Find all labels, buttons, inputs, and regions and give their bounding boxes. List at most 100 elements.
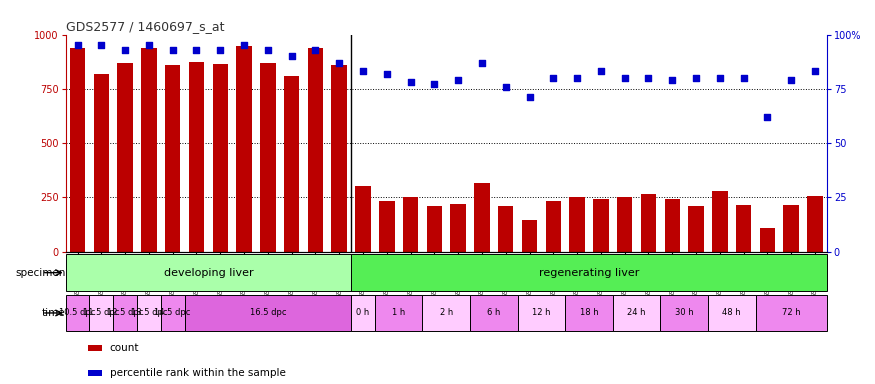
Text: developing liver: developing liver (164, 268, 253, 278)
Bar (355, 187, 371, 252)
Point (665, 77, 679, 83)
Bar (66, 254, 351, 291)
Point (641, 75, 655, 81)
Bar (427, 206, 442, 252)
Point (94, 42, 108, 48)
Point (261, 47, 275, 53)
Point (214, 47, 228, 53)
Text: 0 h: 0 h (356, 308, 369, 318)
Bar (451, 204, 466, 252)
Bar (94, 74, 109, 252)
Point (760, 114, 774, 120)
Bar (185, 295, 351, 331)
Bar (474, 183, 490, 252)
Point (403, 79, 417, 85)
Bar (661, 295, 708, 331)
Text: time: time (42, 308, 66, 318)
Bar (88, 345, 102, 351)
Bar (755, 295, 827, 331)
Point (546, 75, 560, 81)
Point (618, 75, 632, 81)
Text: 48 h: 48 h (723, 308, 741, 318)
Bar (736, 205, 752, 252)
Text: 72 h: 72 h (782, 308, 801, 318)
Bar (161, 295, 185, 331)
Bar (423, 295, 470, 331)
Text: 10.5 dpc: 10.5 dpc (60, 308, 95, 318)
Bar (470, 295, 518, 331)
Text: GDS2577 / 1460697_s_at: GDS2577 / 1460697_s_at (66, 20, 224, 33)
Bar (374, 295, 423, 331)
Bar (284, 76, 299, 252)
Point (308, 47, 322, 53)
Point (284, 53, 298, 60)
Bar (236, 46, 252, 252)
Bar (213, 64, 228, 252)
Point (475, 60, 489, 66)
Point (71, 42, 85, 48)
Text: 16.5 dpc: 16.5 dpc (249, 308, 286, 318)
Point (522, 94, 536, 101)
Bar (518, 295, 565, 331)
Point (142, 42, 156, 48)
Bar (117, 63, 133, 252)
Text: 14.5 dpc: 14.5 dpc (155, 308, 191, 318)
Text: 12.5 dpc: 12.5 dpc (107, 308, 144, 318)
Bar (402, 197, 418, 252)
Point (689, 75, 703, 81)
Text: 18 h: 18 h (579, 308, 598, 318)
Bar (640, 194, 656, 252)
Point (380, 71, 394, 77)
Bar (113, 295, 137, 331)
Bar (189, 62, 204, 252)
Bar (522, 220, 537, 252)
Text: 2 h: 2 h (439, 308, 453, 318)
Point (737, 75, 751, 81)
Bar (351, 295, 374, 331)
Bar (612, 295, 661, 331)
Point (237, 42, 251, 48)
Bar (498, 206, 514, 252)
Bar (712, 191, 727, 252)
Text: 30 h: 30 h (675, 308, 694, 318)
Point (452, 77, 466, 83)
Bar (332, 65, 346, 252)
Point (713, 75, 727, 81)
Text: 12 h: 12 h (532, 308, 550, 318)
Bar (379, 200, 395, 252)
Bar (664, 199, 680, 252)
Point (356, 68, 370, 74)
Bar (689, 206, 704, 252)
Bar (165, 65, 180, 252)
Point (118, 47, 132, 53)
Text: 24 h: 24 h (627, 308, 646, 318)
Text: 13.5 dpc: 13.5 dpc (130, 308, 167, 318)
Bar (351, 254, 827, 291)
Bar (760, 228, 775, 252)
Point (165, 47, 179, 53)
Bar (88, 370, 102, 376)
Point (784, 77, 798, 83)
Bar (546, 200, 561, 252)
Bar (708, 295, 755, 331)
Bar (808, 196, 822, 252)
Point (427, 81, 441, 88)
Bar (260, 63, 276, 252)
Bar (137, 295, 161, 331)
Bar (570, 197, 584, 252)
Text: specimen: specimen (15, 268, 66, 278)
Bar (70, 48, 85, 252)
Point (594, 68, 608, 74)
Bar (617, 197, 633, 252)
Bar (308, 48, 323, 252)
Point (332, 60, 346, 66)
Bar (66, 295, 89, 331)
Text: regenerating liver: regenerating liver (539, 268, 639, 278)
Text: count: count (109, 343, 139, 353)
Bar (783, 205, 799, 252)
Text: 11.5 dpc: 11.5 dpc (83, 308, 120, 318)
Point (190, 47, 204, 53)
Bar (565, 295, 612, 331)
Text: percentile rank within the sample: percentile rank within the sample (109, 368, 285, 378)
Point (499, 84, 513, 90)
